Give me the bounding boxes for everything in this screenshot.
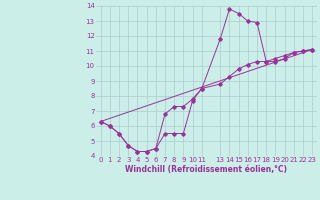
X-axis label: Windchill (Refroidissement éolien,°C): Windchill (Refroidissement éolien,°C) xyxy=(125,165,287,174)
